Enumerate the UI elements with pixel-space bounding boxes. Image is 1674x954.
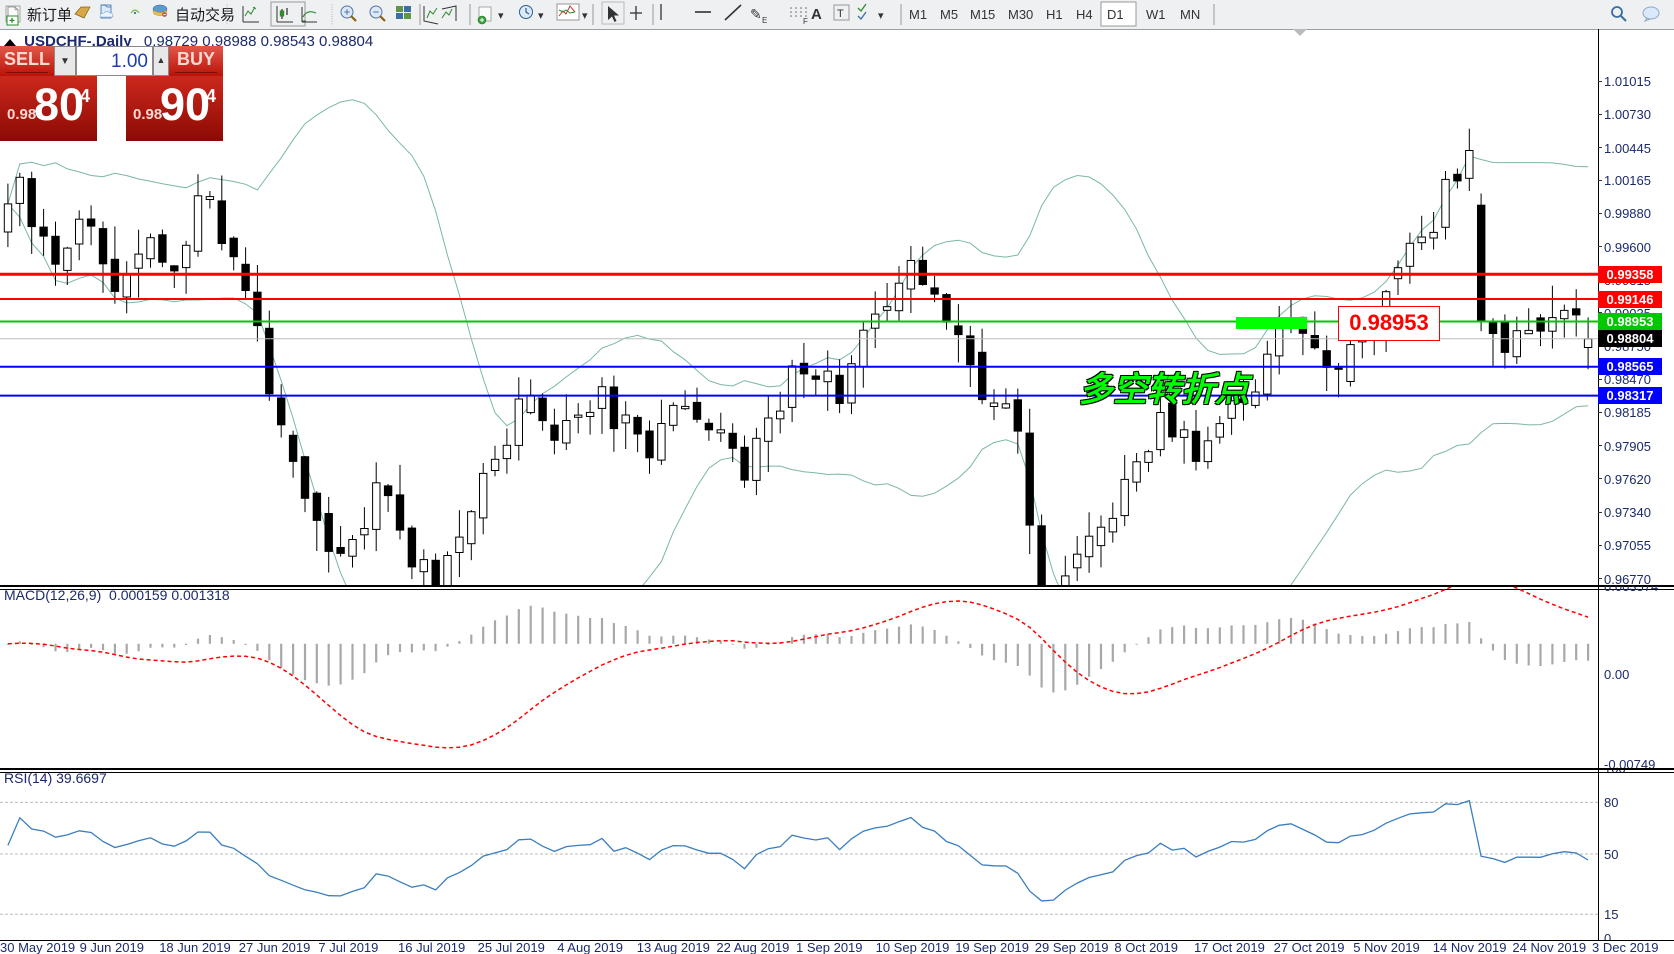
svg-text:M5: M5 bbox=[940, 7, 958, 22]
svg-text:M15: M15 bbox=[970, 7, 995, 22]
svg-text:新订单: 新订单 bbox=[27, 7, 72, 24]
svg-text:H4: H4 bbox=[1076, 7, 1093, 22]
svg-text:D1: D1 bbox=[1107, 7, 1124, 22]
svg-text:H1: H1 bbox=[1046, 7, 1063, 22]
svg-text:▾: ▾ bbox=[582, 10, 588, 22]
svg-text:▾: ▾ bbox=[878, 10, 884, 22]
svg-text:E: E bbox=[762, 16, 767, 25]
svg-text:A: A bbox=[811, 6, 822, 23]
svg-text:T: T bbox=[837, 8, 844, 20]
svg-text:✎: ✎ bbox=[750, 6, 762, 22]
svg-text:MN: MN bbox=[1180, 7, 1200, 22]
svg-text:▾: ▾ bbox=[538, 10, 544, 22]
svg-text:自动交易: 自动交易 bbox=[175, 6, 235, 24]
svg-text:F: F bbox=[803, 17, 808, 26]
svg-text:M30: M30 bbox=[1008, 7, 1033, 22]
svg-text:W1: W1 bbox=[1146, 7, 1166, 22]
svg-text:▾: ▾ bbox=[498, 10, 504, 22]
svg-text:M1: M1 bbox=[909, 7, 927, 22]
